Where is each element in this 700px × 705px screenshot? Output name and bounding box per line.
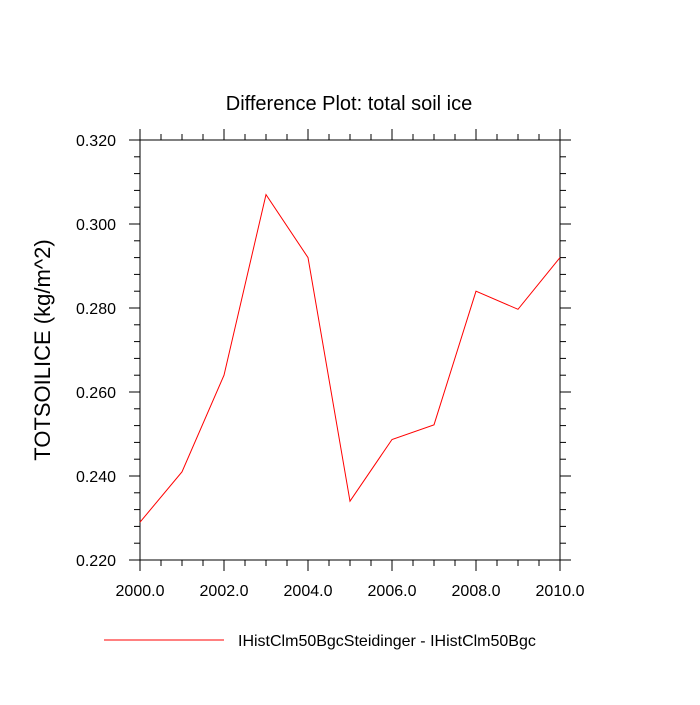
series-layer [140, 195, 560, 523]
x-tick-label: 2008.0 [452, 583, 501, 600]
x-tick-label: 2006.0 [368, 583, 417, 600]
x-tick-label: 2000.0 [116, 583, 165, 600]
y-tick-label: 0.280 [76, 301, 116, 318]
y-axis-label: TOTSOILICE (kg/m^2) [30, 239, 55, 460]
x-tick-label: 2010.0 [536, 583, 585, 600]
axes-layer: 2000.0 2002.0 2004.0 2006.0 2008.0 2010.0 0.22… [76, 129, 585, 600]
x-tick-label: 2002.0 [200, 583, 249, 600]
series-line [140, 195, 560, 523]
y-tick-label: 0.220 [76, 553, 116, 570]
plot-frame [140, 140, 560, 560]
legend-label: IHistClm50BgcSteidinger - IHistClm50Bgc [238, 633, 536, 650]
y-tick-label: 0.320 [76, 133, 116, 150]
chart-title: Difference Plot: total soil ice [226, 93, 472, 115]
legend: IHistClm50BgcSteidinger - IHistClm50Bgc [104, 633, 536, 650]
x-tick-label: 2004.0 [284, 583, 333, 600]
y-tick-label: 0.300 [76, 217, 116, 234]
y-tick-label: 0.240 [76, 469, 116, 486]
y-tick-label: 0.260 [76, 385, 116, 402]
